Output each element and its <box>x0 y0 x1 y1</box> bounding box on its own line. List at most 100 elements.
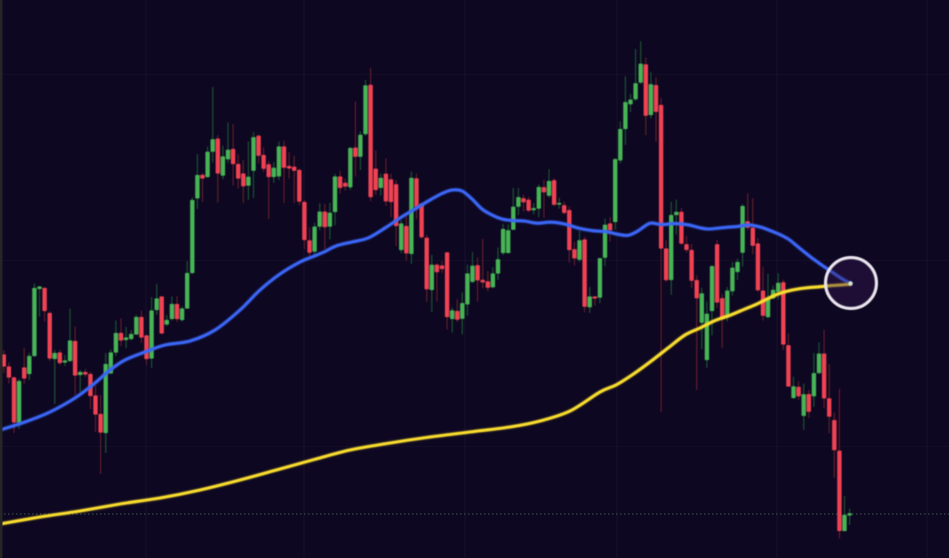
candle-body <box>439 265 445 269</box>
candle-down <box>393 180 399 246</box>
candle-up <box>271 162 276 183</box>
candle-body <box>740 206 745 253</box>
candle-body <box>83 372 88 375</box>
candle-body <box>821 353 827 399</box>
candle-down <box>455 299 460 322</box>
candle-down <box>658 98 664 412</box>
candle-body <box>11 377 17 423</box>
candle-up <box>409 171 414 264</box>
candle-body <box>144 335 149 359</box>
candle-up <box>847 508 852 525</box>
candle-up <box>78 370 83 392</box>
candle-up <box>129 330 134 341</box>
candle-body <box>276 146 282 177</box>
candle-body <box>444 252 450 317</box>
candle-down <box>607 217 613 242</box>
candle-body <box>179 308 185 320</box>
candle-up <box>516 188 521 216</box>
candle-body <box>312 226 317 252</box>
candle-body <box>419 203 424 238</box>
candle-body <box>281 146 287 168</box>
candle-body <box>164 320 169 325</box>
candle-down <box>653 77 659 142</box>
candle-down <box>47 311 52 361</box>
candle-body <box>434 264 440 273</box>
candle-body <box>791 386 796 398</box>
candle-up <box>205 146 210 178</box>
candle-body <box>1 354 6 367</box>
candle-body <box>658 105 664 249</box>
candle-body <box>332 176 338 212</box>
candle-body <box>679 211 684 244</box>
candle-down <box>388 173 394 217</box>
candle-body <box>567 210 572 250</box>
candle-body <box>399 223 404 250</box>
candle-up <box>251 132 256 198</box>
candle-down <box>297 168 302 206</box>
candle-body <box>225 149 231 160</box>
candle-body <box>689 250 694 281</box>
candle-body <box>546 181 552 196</box>
candle-body <box>343 182 348 187</box>
candle-body <box>750 227 755 246</box>
candle-down <box>286 152 292 179</box>
candle-body <box>72 341 78 376</box>
candle-down <box>83 369 88 377</box>
candle-body <box>562 205 567 213</box>
candle-down <box>241 160 246 203</box>
candle-body <box>811 373 817 397</box>
candle-up <box>577 230 582 262</box>
candle-body <box>383 173 389 202</box>
candle-down <box>368 67 373 202</box>
candle-up <box>587 287 592 313</box>
candle-up <box>623 76 628 145</box>
candle-body <box>358 134 363 157</box>
candle-down <box>292 155 297 203</box>
candle-up <box>546 169 552 198</box>
candle-body <box>327 212 333 227</box>
candle-down <box>337 170 343 194</box>
candle-body <box>720 298 725 319</box>
candle-up <box>185 261 190 309</box>
candle-down <box>98 395 103 474</box>
candle-down <box>302 200 307 249</box>
candle-up <box>32 283 37 357</box>
candle-body <box>393 184 399 226</box>
candle-body <box>465 273 470 305</box>
candle-up <box>429 254 434 312</box>
candle-body <box>337 176 343 188</box>
candle-up <box>557 197 562 209</box>
candle-down <box>404 216 409 261</box>
candle-up <box>816 342 822 374</box>
candle-up <box>490 267 496 289</box>
candle-body <box>516 197 521 207</box>
candle-body <box>801 394 806 416</box>
candle-body <box>93 395 98 415</box>
candle-up <box>633 49 638 101</box>
candle-body <box>57 352 62 363</box>
candle-up <box>27 353 32 380</box>
candle-up <box>134 314 139 335</box>
candle-body <box>241 173 246 187</box>
candle-down <box>832 412 837 478</box>
candle-down <box>353 101 358 177</box>
candle-body <box>847 513 852 516</box>
candle-body <box>663 248 669 281</box>
candle-body <box>200 174 205 179</box>
candle-body <box>27 356 32 374</box>
slow-ma-yellow-stroke <box>0 282 852 526</box>
candle-up <box>317 203 322 231</box>
candle-body <box>271 167 276 177</box>
candle-down <box>424 234 429 302</box>
candle-body <box>297 170 302 202</box>
candle-body <box>266 164 271 177</box>
candle-down <box>485 271 490 292</box>
candle-down <box>526 196 531 213</box>
candle-up <box>495 247 501 280</box>
candle-body <box>699 293 704 323</box>
candle-body <box>409 177 414 254</box>
candle-down <box>236 154 241 189</box>
candle-body <box>572 249 577 259</box>
candle-body <box>776 282 781 292</box>
